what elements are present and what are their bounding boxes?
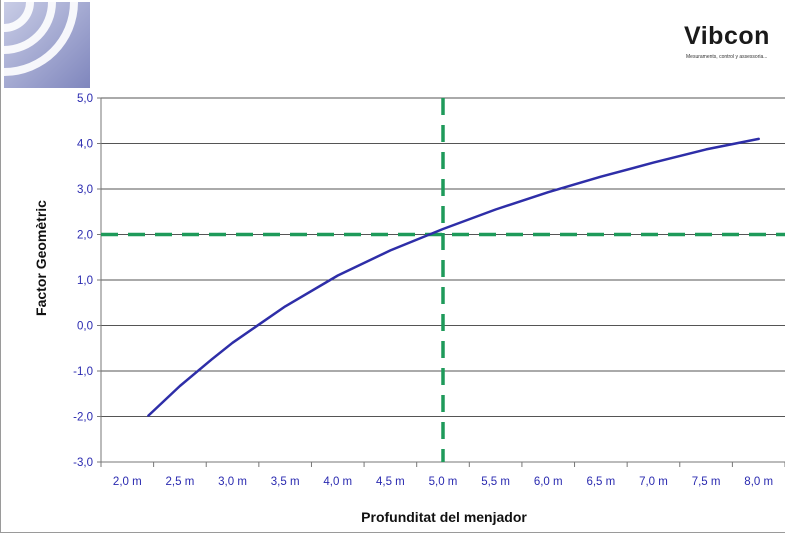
x-tick-label: 7,5 m [692,476,721,488]
x-tick-label: 3,5 m [271,476,300,488]
x-tick-label: 2,5 m [166,476,195,488]
y-tick-label: 2,0 [77,230,93,242]
brand-logo: Vibcon Mesuraments, control y assessoria… [680,22,785,62]
x-tick-label: 7,0 m [639,476,668,488]
y-tick-label: 0,0 [77,321,93,333]
y-tick-label: 4,0 [77,139,93,151]
x-tick-label: 4,0 m [323,476,352,488]
x-tick-labels: 2,0 m 2,5 m 3,0 m 3,5 m 4,0 m 4,5 m 5,0 m 5,5 m… [113,476,773,488]
series-line [147,137,760,417]
y-tick-label: -2,0 [73,412,93,424]
waves-logo [4,2,90,88]
y-tick-label: 3,0 [77,184,93,196]
x-tick-label: 5,5 m [481,476,510,488]
x-tick-label: 2,0 m [113,476,142,488]
y-axis-title: Factor Geomètric [33,200,49,316]
y-tick-label: 5,0 [77,93,93,105]
x-tick-label: 8,0 m [744,476,773,488]
series [147,137,760,417]
x-tick-label: 6,5 m [586,476,615,488]
brand-tagline: Mesuraments, control y assessoria... [686,54,768,60]
brand-name: Vibcon [684,22,770,50]
x-tick-label: 4,5 m [376,476,405,488]
x-axis-title: Profunditat del menjador [361,509,527,525]
reference-lines [101,98,785,462]
y-tick-label: 1,0 [77,275,93,287]
y-tick-label: -3,0 [73,457,93,469]
x-tick-label: 6,0 m [534,476,563,488]
y-tick-label: -1,0 [73,366,93,378]
grid-lines [97,97,785,467]
x-tick-label: 5,0 m [429,476,458,488]
y-tick-labels: -3,0 -2,0 -1,0 0,0 1,0 2,0 3,0 4,0 5,0 [73,93,93,469]
x-tick-label: 3,0 m [218,476,247,488]
